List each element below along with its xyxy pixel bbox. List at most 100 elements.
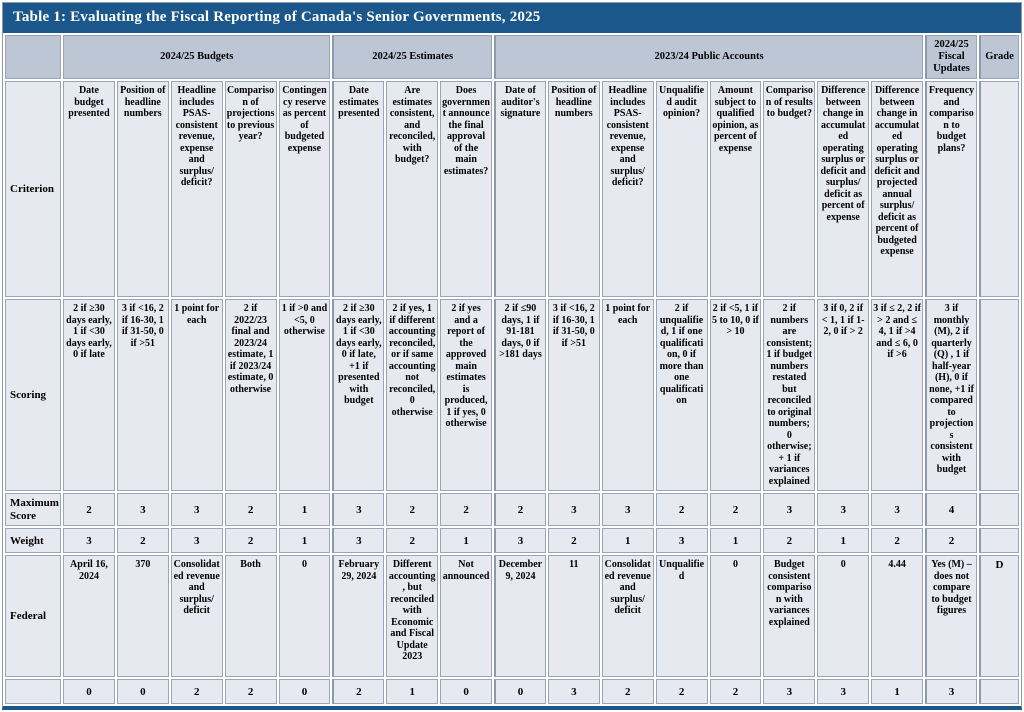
federal-score-cell: 0 bbox=[116, 679, 169, 705]
weight-row: Weight 3 2 3 2 1 3 2 1 3 2 1 3 1 2 1 2 2 bbox=[5, 528, 1019, 554]
scoring-cell: 2 if yes, 1 if different accounting reco… bbox=[386, 299, 439, 492]
federal-value-cell: Consolidated revenue and surplus/ defici… bbox=[601, 555, 654, 678]
group-header-public-accounts: 2023/24 Public Accounts bbox=[494, 35, 923, 80]
group-header-spacer bbox=[5, 35, 61, 80]
max-score-cell: 3 bbox=[547, 493, 600, 527]
federal-score-cell: 1 bbox=[871, 679, 923, 705]
federal-value-cell: 11 bbox=[547, 555, 600, 678]
weight-cell: 1 bbox=[601, 528, 654, 554]
max-score-cell: 3 bbox=[817, 493, 870, 527]
max-score-cell: 3 bbox=[763, 493, 816, 527]
scoring-cell: 1 point for each bbox=[601, 299, 654, 492]
maximum-score-row: Maximum Score 2 3 3 2 1 3 2 2 2 3 3 2 2 … bbox=[5, 493, 1019, 527]
weight-cell: 2 bbox=[925, 528, 977, 554]
row-label-federal: Federal bbox=[5, 555, 61, 678]
scoring-cell: 2 if ≤90 days, 1 if 91-181 days, 0 if >1… bbox=[494, 299, 546, 492]
criterion-cell: Headline includes PSAS-consistent revenu… bbox=[170, 81, 223, 298]
federal-score-cell: 0 bbox=[278, 679, 331, 705]
scoring-cell: 3 if ≤ 2, 2 if > 2 and ≤ 4, 1 if >4 and … bbox=[871, 299, 923, 492]
row-label-scoring: Scoring bbox=[5, 299, 61, 492]
max-score-cell: 4 bbox=[925, 493, 977, 527]
criterion-cell: Date estimates presented bbox=[332, 81, 385, 298]
weight-cell: 2 bbox=[763, 528, 816, 554]
max-score-cell: 2 bbox=[386, 493, 439, 527]
group-header-grade: Grade bbox=[979, 35, 1019, 80]
criterion-cell: Headline includes PSAS-consistent revenu… bbox=[601, 81, 654, 298]
group-header-budgets: 2024/25 Budgets bbox=[63, 35, 331, 80]
criterion-cell: Difference between change in accumulated… bbox=[871, 81, 923, 298]
criterion-cell: Are estimates consistent, and reconciled… bbox=[386, 81, 439, 298]
scoring-cell: 3 if <16, 2 if 16-30, 1 if 31-50, 0 if >… bbox=[116, 299, 169, 492]
federal-score-cell: 3 bbox=[763, 679, 816, 705]
group-header-fiscal-updates: 2024/25 Fiscal Updates bbox=[925, 35, 977, 80]
criterion-cell: Comparison of projections to previous ye… bbox=[224, 81, 277, 298]
criterion-cell: Date budget presented bbox=[63, 81, 115, 298]
max-score-cell: 3 bbox=[332, 493, 385, 527]
federal-value-cell: 0 bbox=[817, 555, 870, 678]
weight-cell: 1 bbox=[817, 528, 870, 554]
max-score-cell: 2 bbox=[63, 493, 115, 527]
scoring-cell: 2 if yes and a report of the approved ma… bbox=[440, 299, 492, 492]
weight-cell: 3 bbox=[170, 528, 223, 554]
weight-cell: 2 bbox=[224, 528, 277, 554]
federal-score-cell: 3 bbox=[547, 679, 600, 705]
criterion-row: Criterion Date budget presented Position… bbox=[5, 81, 1019, 298]
max-score-cell: 2 bbox=[655, 493, 708, 527]
criterion-cell: Difference between change in accumulated… bbox=[817, 81, 870, 298]
grade-empty-cell bbox=[979, 493, 1019, 527]
federal-value-cell: 370 bbox=[116, 555, 169, 678]
scoring-cell: 1 if >0 and <5, 0 otherwise bbox=[278, 299, 331, 492]
federal-score-cell: 2 bbox=[224, 679, 277, 705]
federal-score-cell: 2 bbox=[170, 679, 223, 705]
grade-empty-cell bbox=[979, 528, 1019, 554]
federal-value-cell: December 9, 2024 bbox=[494, 555, 546, 678]
weight-cell: 3 bbox=[332, 528, 385, 554]
criterion-cell: Frequency and comparison to budget plans… bbox=[925, 81, 977, 298]
scoring-row: Scoring 2 if ≥30 days early, 1 if <30 da… bbox=[5, 299, 1019, 492]
max-score-cell: 3 bbox=[170, 493, 223, 527]
criterion-cell: Position of headline numbers bbox=[547, 81, 600, 298]
federal-value-cell: Not announced bbox=[440, 555, 492, 678]
federal-score-cell: 1 bbox=[386, 679, 439, 705]
grade-empty-cell bbox=[979, 81, 1019, 298]
federal-value-cell: Different accounting, but reconciled wit… bbox=[386, 555, 439, 678]
federal-value-cell: Unqualified bbox=[655, 555, 708, 678]
max-score-cell: 2 bbox=[494, 493, 546, 527]
weight-cell: 2 bbox=[871, 528, 923, 554]
max-score-cell: 3 bbox=[116, 493, 169, 527]
criterion-cell: Comparison of results to budget? bbox=[763, 81, 816, 298]
criterion-cell: Date of auditor's signature bbox=[494, 81, 546, 298]
weight-cell: 1 bbox=[440, 528, 492, 554]
row-label-criterion: Criterion bbox=[5, 81, 61, 298]
criterion-cell: Contingency reserve as percent of budget… bbox=[278, 81, 331, 298]
fiscal-reporting-table: 2024/25 Budgets 2024/25 Estimates 2023/2… bbox=[3, 33, 1021, 707]
federal-score-cell: 2 bbox=[709, 679, 762, 705]
federal-grade-cell: D bbox=[979, 555, 1019, 678]
weight-cell: 2 bbox=[547, 528, 600, 554]
scoring-cell: 3 if 0, 2 if < 1, 1 if 1-2, 0 if > 2 bbox=[817, 299, 870, 492]
federal-row: Federal April 16, 2024 370 Consolidated … bbox=[5, 555, 1019, 678]
federal-score-cell: 0 bbox=[63, 679, 115, 705]
group-header-row: 2024/25 Budgets 2024/25 Estimates 2023/2… bbox=[5, 35, 1019, 80]
max-score-cell: 3 bbox=[871, 493, 923, 527]
grade-empty-cell bbox=[979, 679, 1019, 705]
federal-value-cell: February 29, 2024 bbox=[332, 555, 385, 678]
federal-value-cell: Yes (M) – does not compare to budget fig… bbox=[925, 555, 977, 678]
federal-scores-row: 0 0 2 2 0 2 1 0 0 3 2 2 2 3 3 1 3 bbox=[5, 679, 1019, 705]
max-score-cell: 1 bbox=[278, 493, 331, 527]
federal-value-cell: 0 bbox=[278, 555, 331, 678]
federal-score-cell: 3 bbox=[925, 679, 977, 705]
federal-score-cell: 0 bbox=[494, 679, 546, 705]
weight-cell: 2 bbox=[116, 528, 169, 554]
max-score-cell: 2 bbox=[224, 493, 277, 527]
federal-value-cell: Both bbox=[224, 555, 277, 678]
row-label-maximum-score: Maximum Score bbox=[5, 493, 61, 527]
federal-value-cell: April 16, 2024 bbox=[63, 555, 115, 678]
weight-cell: 1 bbox=[709, 528, 762, 554]
row-label-weight: Weight bbox=[5, 528, 61, 554]
max-score-cell: 3 bbox=[601, 493, 654, 527]
criterion-cell: Unqualified audit opinion? bbox=[655, 81, 708, 298]
scoring-cell: 2 if unqualified, 1 if one qualification… bbox=[655, 299, 708, 492]
scoring-cell: 2 if ≥30 days early, 1 if <30 days early… bbox=[63, 299, 115, 492]
